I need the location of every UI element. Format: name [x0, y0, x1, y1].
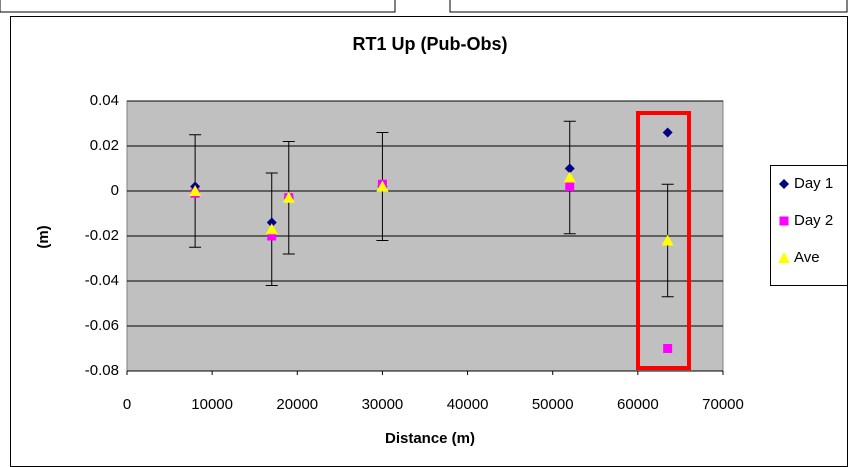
chart-title: RT1 Up (Pub-Obs): [353, 34, 508, 54]
x-tick-label: 20000: [276, 396, 318, 413]
marker-square: [779, 216, 789, 226]
marker-triangle: [282, 191, 295, 203]
marker-triangle: [661, 234, 674, 246]
marker-diamond: [266, 217, 277, 228]
y-tick-label: 0: [111, 182, 119, 199]
legend-label: Day 1: [794, 175, 833, 192]
x-tick-label: 40000: [447, 396, 489, 413]
x-tick-label: 30000: [362, 396, 404, 413]
y-tick-label: 0.04: [90, 92, 119, 109]
x-tick-label: 70000: [702, 396, 744, 413]
legend-label: Ave: [794, 249, 820, 266]
marker-triangle: [778, 252, 790, 263]
y-tick-label: -0.06: [85, 317, 119, 334]
y-tick-label: -0.04: [85, 272, 119, 289]
marker-diamond: [564, 163, 575, 174]
x-tick-label: 0: [123, 396, 131, 413]
x-tick-label: 50000: [532, 396, 574, 413]
y-tick-label: -0.02: [85, 227, 119, 244]
marker-square: [267, 231, 277, 241]
x-tick-label: 60000: [617, 396, 659, 413]
marker-square: [663, 344, 673, 353]
top-frame-left: [0, 0, 396, 13]
marker-triangle: [265, 223, 278, 235]
marker-diamond: [779, 179, 789, 189]
highlight-box: [636, 111, 691, 370]
legend-label: Day 2: [794, 212, 833, 229]
x-tick-label: 10000: [191, 396, 233, 413]
y-tick-label: -0.08: [85, 362, 119, 379]
marker-triangle: [189, 185, 202, 196]
y-axis-label: (m): [35, 225, 52, 248]
marker-diamond: [662, 127, 673, 138]
y-tick-label: 0.02: [90, 137, 119, 154]
x-axis-label: Distance (m): [385, 430, 475, 447]
marker-square: [565, 182, 575, 191]
marker-triangle: [563, 171, 576, 183]
top-frame-right: [449, 0, 848, 13]
marker-triangle: [376, 180, 389, 192]
